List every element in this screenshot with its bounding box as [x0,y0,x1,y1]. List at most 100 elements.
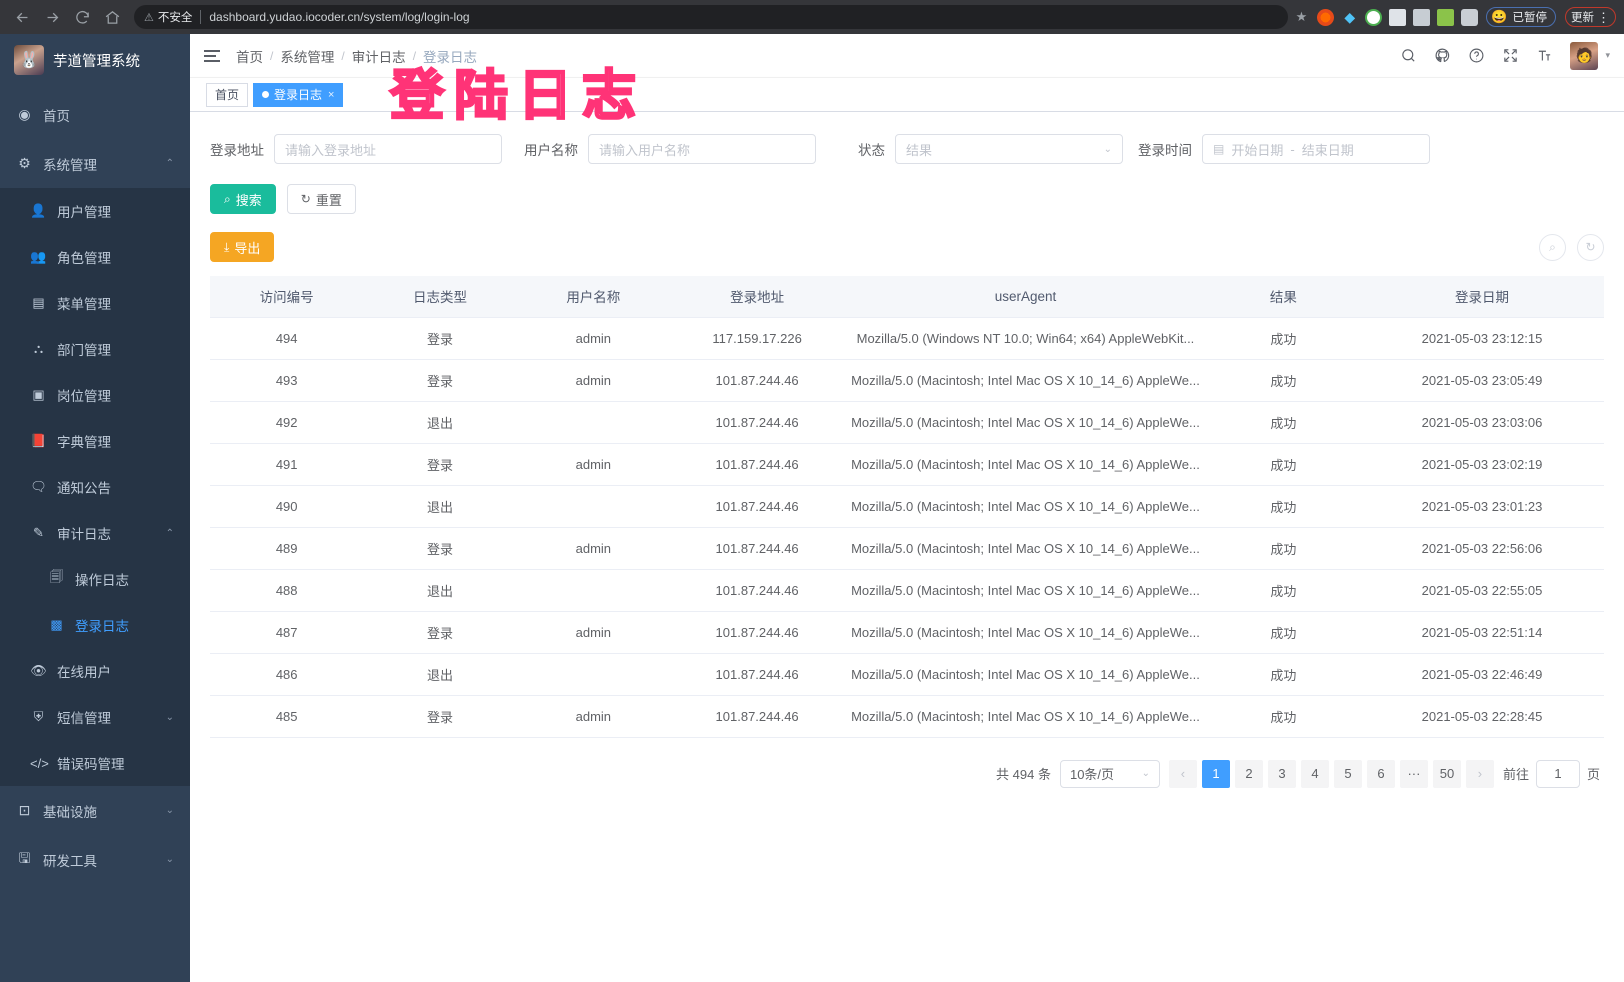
sidebar-item-dept-mgmt[interactable]: ⛬ 部门管理 [0,326,190,372]
chevron-down-icon: ⌄ [165,711,174,723]
table-header-row: 访问编号 日志类型 用户名称 登录地址 userAgent 结果 登录日期 [210,276,1604,318]
sidebar-item-login-log[interactable]: ▩ 登录日志 [0,602,190,648]
reload-icon[interactable] [68,3,96,31]
extension-wechat-icon[interactable] [1365,8,1383,26]
cell-addr: 117.159.17.226 [669,317,845,360]
extension-diamond-icon[interactable]: ◆ [1344,8,1356,25]
sidebar-item-post-mgmt[interactable]: ▣ 岗位管理 [0,372,190,418]
filter-actions: ⌕ 搜索 ↻ 重置 [206,164,1608,214]
sidebar-item-user-mgmt[interactable]: 👤 用户管理 [0,188,190,234]
table-row[interactable]: 489 登录 admin 101.87.244.46 Mozilla/5.0 (Maci… [210,527,1604,570]
chevron-down-icon[interactable]: ▾ [1605,50,1610,60]
cell-result: 成功 [1206,359,1361,402]
sidebar-item-operation-log[interactable]: 🗐 操作日志 [0,556,190,602]
sidebar-item-label: 用户管理 [57,205,111,220]
search-button[interactable]: ⌕ 搜索 [210,184,276,214]
back-arrow-icon[interactable] [8,3,36,31]
pagination-page-button[interactable]: 3 [1267,759,1296,788]
sidebar-item-sms-mgmt[interactable]: ⛨ 短信管理 ⌄ [0,694,190,740]
fullscreen-icon[interactable] [1502,47,1519,64]
export-button[interactable]: ⤓ 导出 [210,232,275,262]
pagination-page-button[interactable]: 6 [1366,759,1395,788]
table-row[interactable]: 494 登录 admin 117.159.17.226 Mozilla/5.0 (Win… [210,317,1604,360]
sidebar-item-notice[interactable]: 🗨 通知公告 [0,464,190,510]
sidebar-item-infrastructure[interactable]: ⊡ 基础设施 ⌄ [0,786,190,835]
username-input[interactable]: 请输入用户名称 [588,134,816,164]
cell-type: 退出 [363,485,517,528]
goto-input[interactable]: 1 [1535,759,1580,788]
update-badge[interactable]: 更新 ⋮ [1565,7,1616,27]
table-row[interactable]: 486 退出 101.87.244.46 Mozilla/5.0 (Macintosh… [210,653,1604,696]
pagination-prev-button[interactable]: ‹ [1168,759,1197,788]
table-row[interactable]: 492 退出 101.87.244.46 Mozilla/5.0 (Macintosh… [210,401,1604,444]
sidebar-item-menu-mgmt[interactable]: ▤ 菜单管理 [0,280,190,326]
pagination-page-button[interactable]: 4 [1300,759,1329,788]
pagination-page-button[interactable]: 2 [1234,759,1263,788]
cell-user [516,653,670,696]
refresh-circle-icon[interactable]: ↻ [1577,233,1604,261]
extension-orange-icon[interactable] [1317,8,1335,26]
status-select[interactable]: 结果 ⌄ [895,134,1123,164]
github-icon[interactable] [1434,47,1451,64]
close-icon[interactable]: × [328,88,335,101]
cell-useragent: Mozilla/5.0 (Macintosh; Intel Mac OS X 1… [844,695,1207,738]
cell-date: 2021-05-03 22:28:45 [1360,695,1604,738]
pagination-page-button[interactable]: 5 [1333,759,1362,788]
date-end-placeholder: 结束日期 [1301,142,1354,158]
sidebar-item-audit-log[interactable]: ✎ 审计日志 ⌃ [0,510,190,556]
pagination-page-current[interactable]: 1 [1201,759,1230,788]
breadcrumb-item-audit[interactable]: 审计日志 [351,49,406,65]
table-row[interactable]: 490 退出 101.87.244.46 Mozilla/5.0 (Macintosh… [210,485,1604,528]
font-size-icon[interactable] [1536,47,1553,64]
table-row[interactable]: 487 登录 admin 101.87.244.46 Mozilla/5.0 (Maci… [210,611,1604,654]
sidebar-item-dict-mgmt[interactable]: 📕 字典管理 [0,418,190,464]
home-icon[interactable] [98,3,126,31]
pagination-next-button[interactable]: › [1465,759,1494,788]
extension-notes-icon[interactable] [1389,8,1407,26]
cell-date: 2021-05-03 23:03:06 [1360,401,1604,444]
table-row[interactable]: 493 登录 admin 101.87.244.46 Mozilla/5.0 (Maci… [210,359,1604,402]
pagination-page-button[interactable]: 50 [1432,759,1461,788]
breadcrumb-separator: / [270,48,274,63]
sidebar-item-role-mgmt[interactable]: 👥 角色管理 [0,234,190,280]
goto-label: 前往 [1502,767,1529,782]
date-start-placeholder: 开始日期 [1231,142,1284,158]
page-size-select[interactable]: 10条/页 ⌄ [1059,759,1160,788]
page-card: 登录地址 请输入登录地址 用户名称 请输入用户名称 状态 [190,112,1624,982]
sidebar-item-errorcode-mgmt[interactable]: </> 错误码管理 [0,740,190,786]
help-icon[interactable] [1468,47,1485,64]
cell-id: 486 [210,653,364,696]
user-icon: 👤 [30,203,47,218]
search-circle-icon[interactable]: ⌕ [1539,233,1566,261]
sidebar-item-online-user[interactable]: 👁 在线用户 [0,648,190,694]
table-row[interactable]: 488 退出 101.87.244.46 Mozilla/5.0 (Macintosh… [210,569,1604,612]
breadcrumb-item-system[interactable]: 系统管理 [280,49,335,65]
login-time-daterange[interactable]: ▤ 开始日期 - 结束日期 [1202,134,1430,164]
cell-id: 494 [210,317,364,360]
table-row[interactable]: 485 登录 admin 101.87.244.46 Mozilla/5.0 (Maci… [210,695,1604,738]
tab-home[interactable]: 首页 [206,82,249,107]
address-bar[interactable]: ⚠ 不安全 dashboard.yudao.iocoder.cn/system/… [134,5,1288,29]
login-log-table: 访问编号 日志类型 用户名称 登录地址 userAgent 结果 登录日期 49… [210,276,1604,738]
paused-badge[interactable]: 😀 已暂停 [1486,7,1556,27]
table-row[interactable]: 491 登录 admin 101.87.244.46 Mozilla/5.0 (Maci… [210,443,1604,486]
avatar[interactable]: 🧑 [1570,41,1599,70]
extension-green-icon[interactable] [1437,8,1455,26]
brand[interactable]: 🐰 芋道管理系统 [0,34,190,86]
sidebar-item-system[interactable]: ⚙ 系统管理 ⌃ [0,139,190,188]
breadcrumb-item-current: 登录日志 [423,49,478,65]
tab-login-log[interactable]: 登录日志 × [253,82,344,107]
sidebar-item-dev-tools[interactable]: 🖫 研发工具 ⌄ [0,835,190,884]
bookmark-star-icon[interactable]: ★ [1295,9,1308,24]
extension-list-icon[interactable] [1413,8,1431,26]
extension-puzzle-icon[interactable] [1461,8,1479,26]
pagination-page-button[interactable]: ··· [1399,759,1428,788]
kebab-menu-icon[interactable]: ⋮ [1597,9,1610,25]
forward-arrow-icon[interactable] [38,3,66,31]
sidebar-item-home[interactable]: ◉ 首页 [0,90,190,139]
reset-button[interactable]: ↻ 重置 [286,184,356,214]
search-icon[interactable] [1400,47,1417,64]
login-addr-input[interactable]: 请输入登录地址 [274,134,502,164]
breadcrumb-item-home[interactable]: 首页 [236,49,263,65]
hamburger-icon[interactable] [204,49,220,62]
